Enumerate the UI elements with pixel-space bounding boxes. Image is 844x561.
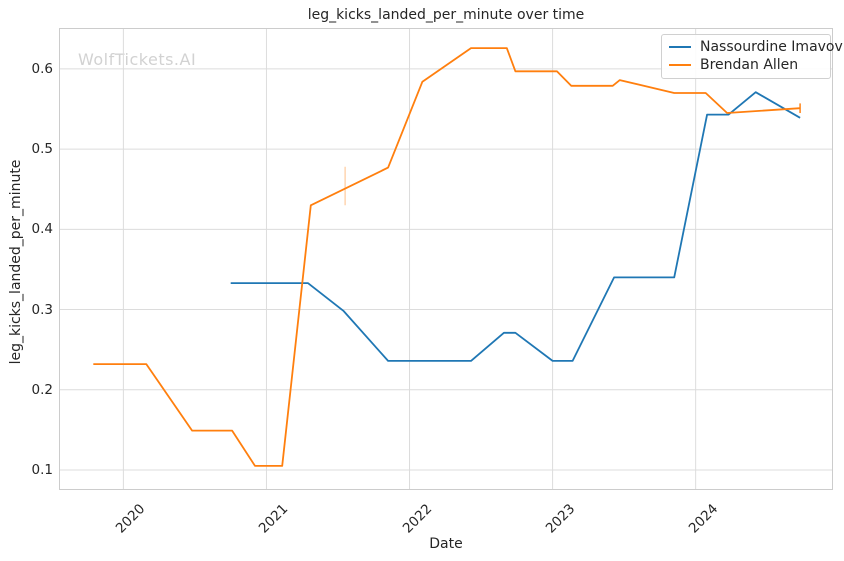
plot-area	[59, 28, 833, 490]
watermark: WolfTickets.AI	[78, 50, 197, 69]
x-axis-label: Date	[429, 536, 463, 552]
legend-item-imavov: Nassourdine Imavov	[669, 38, 843, 56]
y-tick-label-0.3: 0.3	[31, 301, 53, 318]
y-axis-label: leg_kicks_landed_per_minute	[8, 159, 24, 365]
legend-item-allen: Brendan Allen	[669, 56, 822, 74]
legend-label-imavov: Nassourdine Imavov	[700, 39, 843, 55]
series-line-0	[230, 91, 801, 362]
y-tick-label-0.4: 0.4	[31, 221, 53, 238]
legend: Nassourdine Imavov Brendan Allen	[661, 34, 843, 79]
y-tick-label-0.1: 0.1	[31, 461, 53, 478]
y-tick-label-0.2: 0.2	[31, 381, 53, 398]
plot-canvas	[59, 28, 833, 490]
series-line-1	[93, 47, 801, 467]
plot-border	[59, 28, 833, 490]
legend-line-swatch-allen	[669, 64, 691, 66]
legend-label-allen: Brendan Allen	[700, 57, 799, 73]
legend-line-swatch-imavov	[669, 46, 691, 48]
y-tick-label-0.6: 0.6	[31, 60, 53, 77]
chart-title: leg_kicks_landed_per_minute over time	[307, 7, 585, 23]
y-tick-label-0.5: 0.5	[31, 141, 53, 158]
